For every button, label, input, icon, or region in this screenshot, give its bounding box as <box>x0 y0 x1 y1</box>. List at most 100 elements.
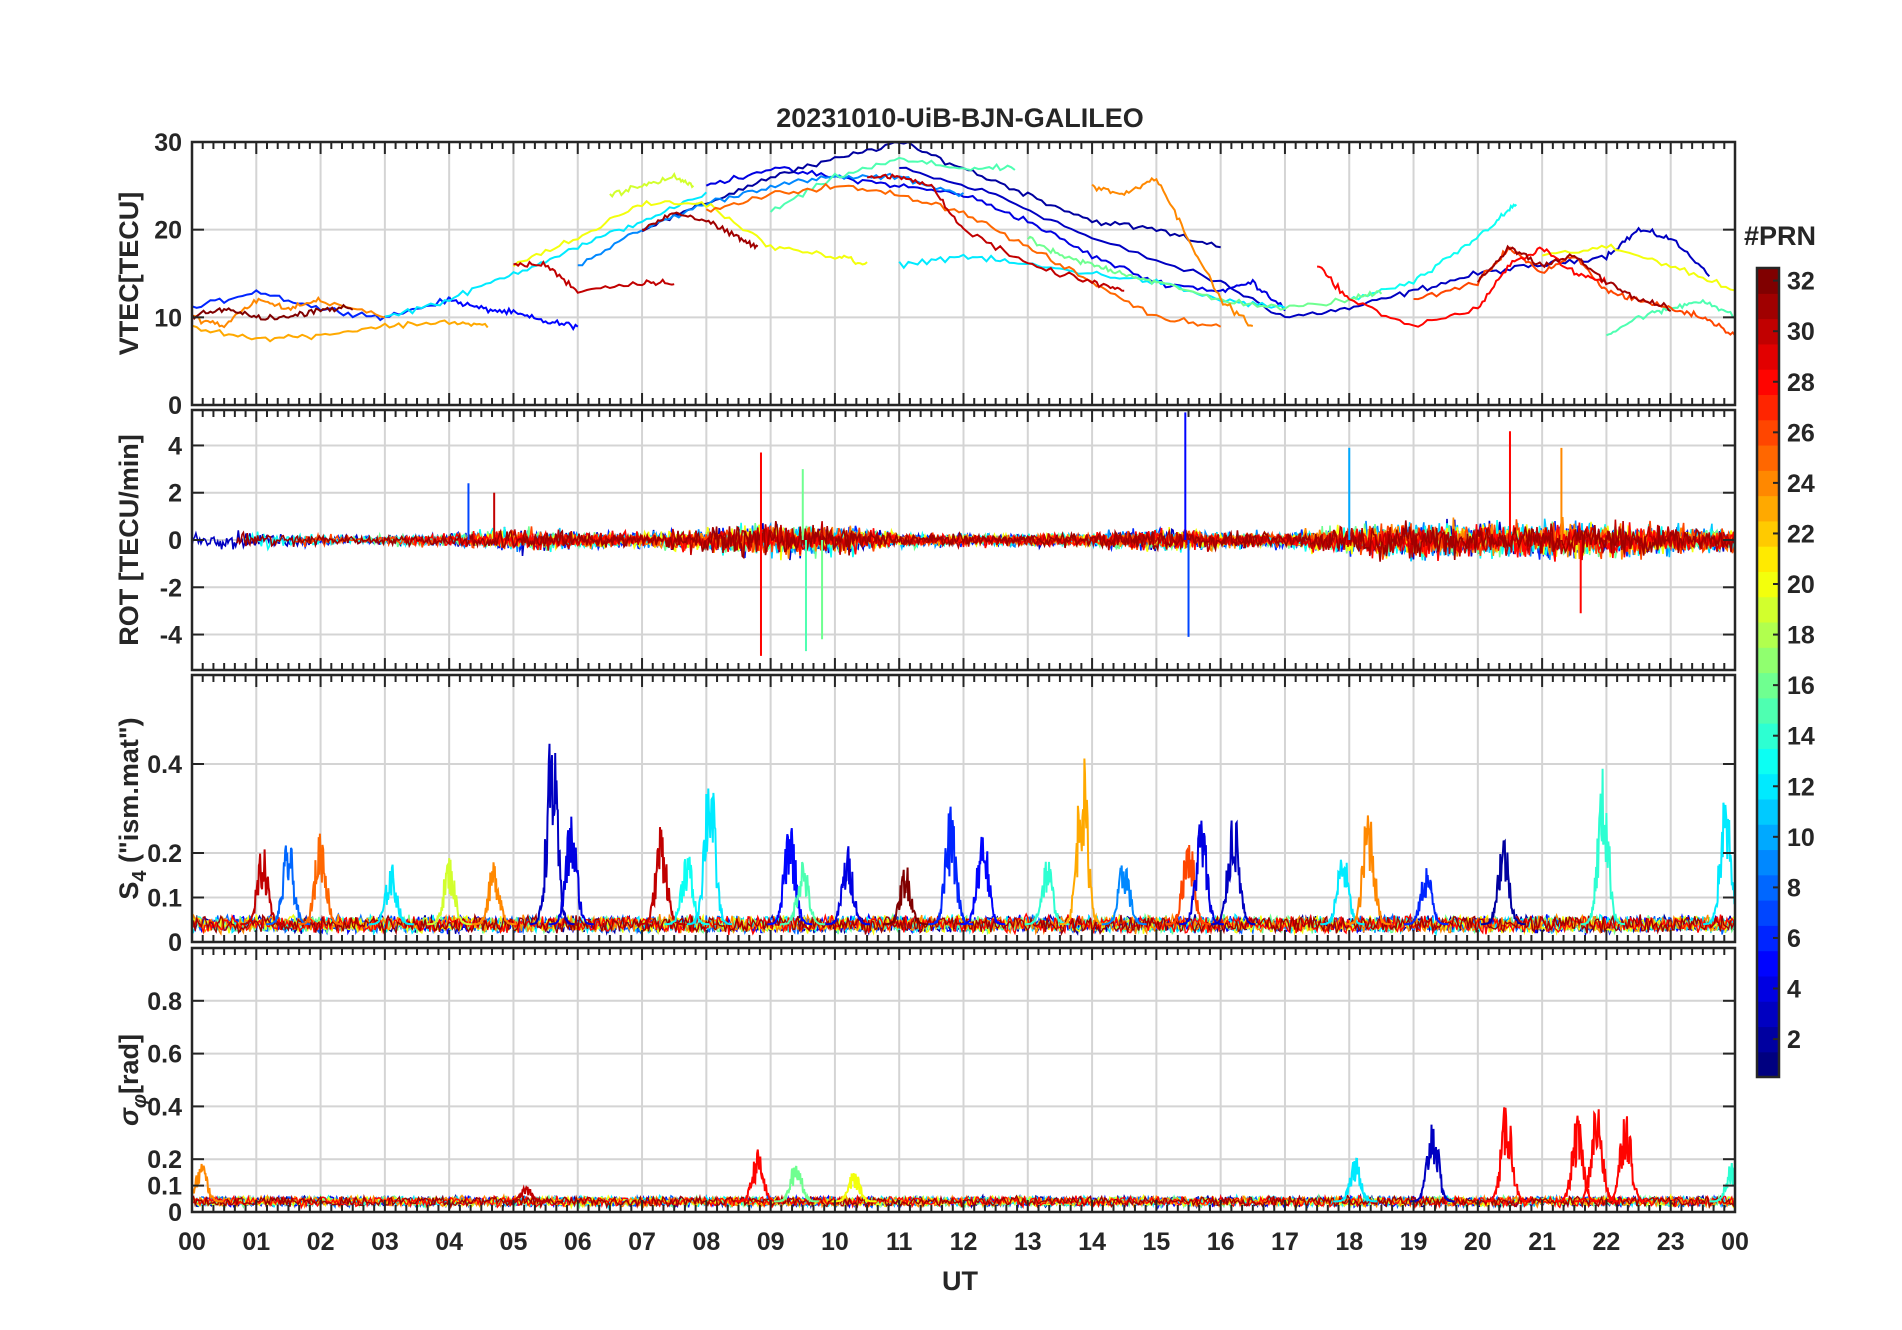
colorbar-tick-label: 16 <box>1787 672 1815 700</box>
vtec-line-prn-20 <box>512 199 868 268</box>
x-tick-label: 19 <box>1400 1228 1428 1256</box>
x-tick-label: 03 <box>371 1228 399 1256</box>
sigma-burst-prn-28 <box>1484 1107 1529 1203</box>
vtec-line-prn-5 <box>448 296 579 331</box>
s4-burst-prn-5 <box>960 836 1006 926</box>
vtec-line-prn-23 <box>192 319 489 343</box>
x-tick-label: 06 <box>564 1228 592 1256</box>
x-tick-label: 10 <box>821 1228 849 1256</box>
panel-rot: -4 -2 0 2 4 ROT [TECU/min] <box>114 408 1737 672</box>
y-axis-label-sigma: σφ[rad] <box>114 1034 151 1126</box>
s4-burst-prn-5 <box>767 827 813 926</box>
colorbar-segment <box>1757 520 1779 547</box>
colorbar-tick-label: 26 <box>1787 419 1815 447</box>
colorbar-tick-label: 8 <box>1787 874 1801 902</box>
colorbar-segment <box>1757 419 1779 446</box>
colorbar-tick-label: 20 <box>1787 571 1815 599</box>
colorbar-segment <box>1757 672 1779 699</box>
sigma-burst-prn-24 <box>192 1163 224 1203</box>
x-tick-label: 21 <box>1528 1228 1556 1256</box>
vtec-line-prn-12 <box>384 191 708 318</box>
s4-burst-prn-30 <box>638 827 684 926</box>
vtec-line-prn-16 <box>1027 235 1383 311</box>
s4-burst-prn-24 <box>471 862 517 926</box>
y-tick-label: 0 <box>168 1199 182 1227</box>
y-tick-label: 0.8 <box>147 988 182 1016</box>
sigma-burst-prn-20 <box>831 1173 877 1203</box>
y-tick-label: 0.4 <box>147 751 182 779</box>
vtec-line-prn-28 <box>1316 246 1608 328</box>
vtec-line-prn-25 <box>705 182 1222 328</box>
s4-burst-prn-3 <box>529 743 575 926</box>
colorbar-tick-label: 2 <box>1787 1026 1801 1054</box>
vtec-line-prn-30 <box>513 260 675 294</box>
colorbar-segment <box>1757 849 1779 876</box>
colorbar-segment <box>1757 444 1779 471</box>
s4-burst-prn-6 <box>1403 868 1449 926</box>
s4-burst-prn-23 <box>1059 758 1105 926</box>
colorbar-segment <box>1757 798 1779 825</box>
s4-burst-prn-14 <box>1024 861 1070 926</box>
s4-burst-prn-2 <box>1481 838 1526 926</box>
colorbar-segment <box>1757 723 1779 749</box>
ticks-rot: -4 -2 0 2 4 <box>160 410 1736 670</box>
vtec-line-prn-20 <box>1541 243 1735 292</box>
grid-sigma <box>191 948 1736 1213</box>
x-tick-label: 02 <box>307 1228 335 1256</box>
x-tick-label: 14 <box>1078 1228 1106 1256</box>
vtec-line-prn-31 <box>1476 244 1672 312</box>
ticks-sigma: 00.10.2 0.4 0.6 0.8 00 01 02 03 04 05 06 07 08 09 10 11… <box>147 948 1749 1256</box>
colorbar-segment <box>1757 1051 1779 1078</box>
colorbar-segment <box>1757 495 1779 522</box>
vtec-line-prn-24 <box>192 295 386 329</box>
y-tick-label: 0.1 <box>147 1173 182 1201</box>
y-tick-label: 10 <box>154 304 182 332</box>
colorbar-tick-label: 28 <box>1787 369 1815 397</box>
sigma-burst-prn-3 <box>1410 1124 1455 1203</box>
colorbar-segment <box>1757 293 1779 320</box>
s4-burst-prn-25 <box>298 833 344 926</box>
colorbar-segment <box>1757 571 1779 598</box>
panel-vtec: 0 10 20 30 VTEC[TECU] <box>114 129 1737 420</box>
colorbar-segment <box>1757 596 1779 623</box>
colorbar-tick-label: 10 <box>1787 824 1815 852</box>
sigma-burst-prn-14 <box>1709 1163 1735 1203</box>
colorbar-tick-label: 14 <box>1787 723 1815 751</box>
colorbar-segment <box>1757 268 1779 294</box>
s4-baseline-prn-31 <box>192 912 1735 936</box>
sigma-burst-prn-28 <box>1555 1115 1600 1203</box>
x-tick-label: 00 <box>178 1228 206 1256</box>
vtec-line-prn-19 <box>609 171 695 199</box>
colorbar-tick-label: 18 <box>1787 622 1815 650</box>
y-tick-label: 0.2 <box>147 840 182 868</box>
y-tick-label: 20 <box>154 217 182 245</box>
s4-burst-prn-30 <box>240 849 285 926</box>
vtec-line-prn-30 <box>866 173 1125 292</box>
s4-burst-prn-9 <box>1101 865 1147 926</box>
y-tick-label: 30 <box>154 129 182 157</box>
x-tick-label: 04 <box>435 1228 463 1256</box>
colorbar-segment <box>1757 647 1779 674</box>
colorbar-segment <box>1757 318 1779 345</box>
vtec-line-prn-32 <box>192 303 354 321</box>
colorbar-segment <box>1757 697 1779 724</box>
x-tick-label: 15 <box>1142 1228 1170 1256</box>
x-tick-label: 12 <box>950 1228 978 1256</box>
s4-burst-prn-12 <box>687 788 733 926</box>
s4-burst-prn-15 <box>780 861 826 926</box>
x-tick-label: 05 <box>500 1228 528 1256</box>
x-tick-label: 23 <box>1657 1228 1685 1256</box>
s4-burst-prn-8 <box>265 845 311 926</box>
colorbar-frame <box>1755 266 1781 1079</box>
colorbar-title: #PRN <box>1744 221 1816 251</box>
sigma-burst-prn-30 <box>503 1184 549 1203</box>
series-s4 <box>192 743 1735 937</box>
s4-burst-prn-12 <box>1320 859 1365 926</box>
vtec-line-prn-13 <box>1348 203 1518 302</box>
s4-burst-prn-14 <box>1580 768 1626 926</box>
x-tick-label: 07 <box>628 1228 656 1256</box>
colorbar-segment <box>1757 874 1779 901</box>
vtec-line-prn-24 <box>1091 176 1254 327</box>
colorbar-segment <box>1757 773 1779 800</box>
